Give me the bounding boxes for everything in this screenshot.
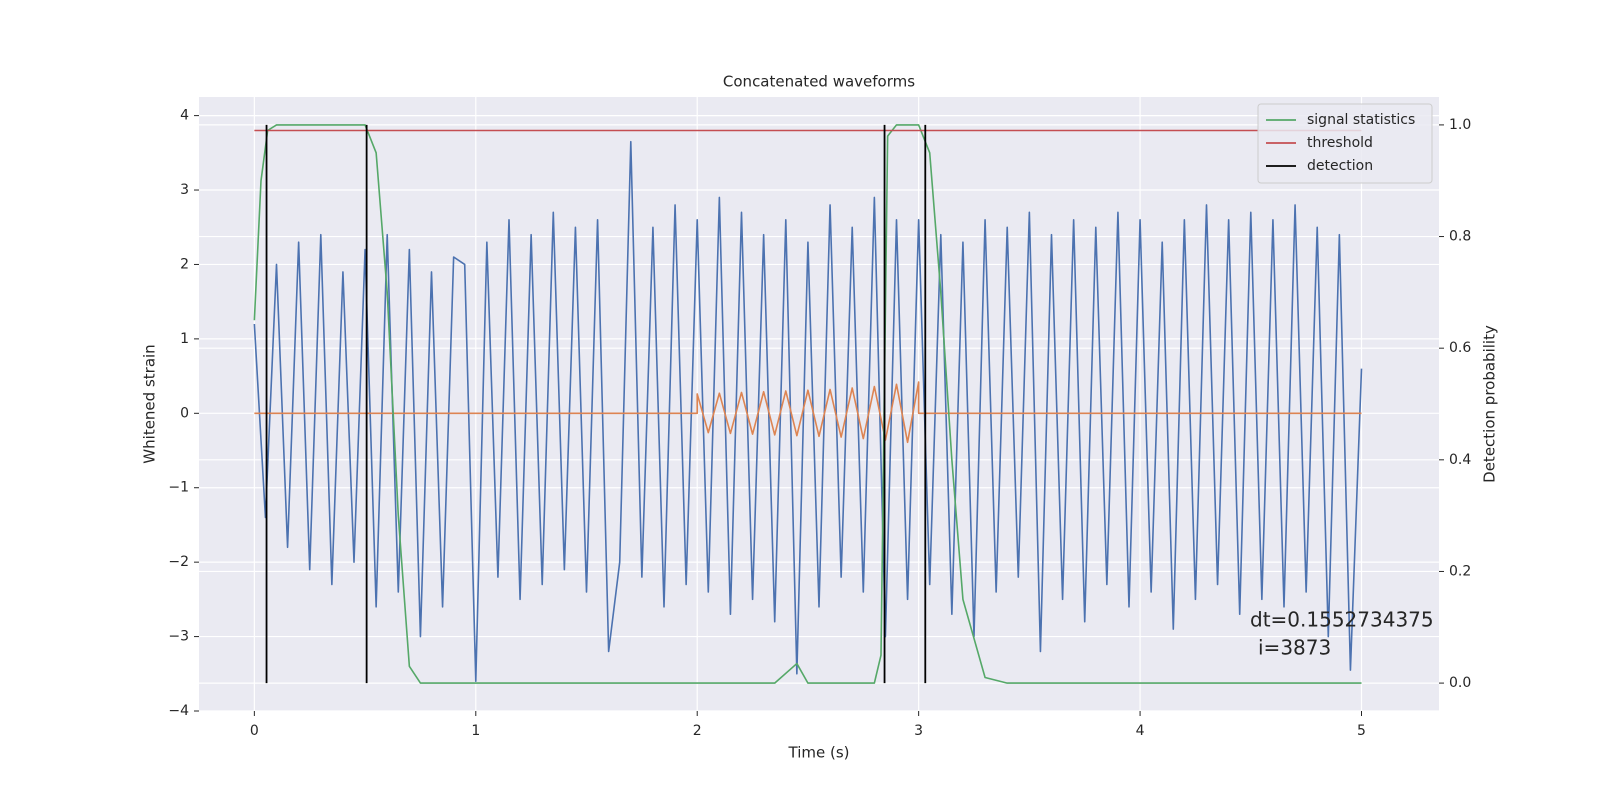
x-tick-label: 5 xyxy=(1357,723,1366,739)
y-tick-label: −3 xyxy=(168,629,189,645)
chart-title: Concatenated waveforms xyxy=(723,73,915,91)
y-tick-label: −2 xyxy=(168,554,189,570)
x-tick-label: 2 xyxy=(693,723,702,739)
y-tick-label: 4 xyxy=(180,108,189,124)
series-line xyxy=(253,140,1363,683)
y-tick-label: −1 xyxy=(168,480,189,496)
legend-box xyxy=(1257,103,1433,184)
y2-tick-label: 0.0 xyxy=(1449,675,1471,691)
y-axis-label: Whitened strain xyxy=(141,344,159,463)
y2-tick-label: 0.4 xyxy=(1449,452,1471,468)
y-tick-label: 3 xyxy=(180,182,189,198)
y-tick-label: 0 xyxy=(180,405,189,421)
y2-tick-label: 0.8 xyxy=(1449,229,1471,245)
data-layer xyxy=(253,124,1363,684)
series-line xyxy=(254,381,1362,444)
y-tick-label: −4 xyxy=(168,703,189,719)
y-tick-label: 1 xyxy=(180,331,189,347)
y-tick-label: 2 xyxy=(180,256,189,272)
x-tick-label: 0 xyxy=(250,723,259,739)
x-axis-label: Time (s) xyxy=(788,744,850,762)
legend-label: threshold xyxy=(1307,135,1373,151)
y2-tick-label: 1.0 xyxy=(1449,117,1471,133)
x-tick-label: 4 xyxy=(1136,723,1145,739)
legend-label: detection xyxy=(1307,158,1373,174)
annotation: dt=0.1552734375 xyxy=(1250,608,1434,632)
annotation: i=3873 xyxy=(1258,636,1331,660)
axes: 0 1 2 3 4 5 −4 −3 −2 −1 0 1 2 3 4 0.0 0.2 0.4 0.6 0.8 1.0 xyxy=(168,108,1471,739)
series-line xyxy=(253,124,1362,684)
y2-tick-label: 0.6 xyxy=(1449,340,1471,356)
x-tick-label: 1 xyxy=(471,723,480,739)
legend-label: signal statistics xyxy=(1307,112,1415,128)
x-tick-label: 3 xyxy=(914,723,923,739)
y2-axis-label: Detection probability xyxy=(1481,325,1499,483)
y2-tick-label: 0.2 xyxy=(1449,563,1471,579)
